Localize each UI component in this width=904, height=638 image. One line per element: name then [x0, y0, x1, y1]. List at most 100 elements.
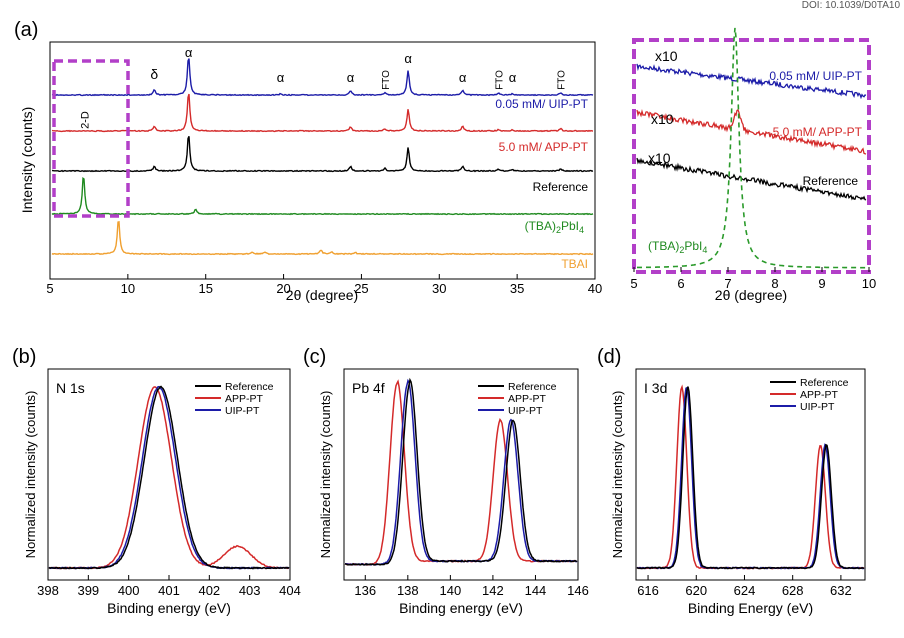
panel-letter-b: (b) — [12, 346, 36, 368]
x-axis-label: Binding energy (eV) — [399, 600, 523, 616]
x-tick-label: 40 — [588, 281, 602, 296]
series-line — [636, 157, 867, 201]
inset-frame — [632, 38, 871, 274]
series-line — [637, 27, 866, 269]
legend-label: UIP-PT — [225, 405, 260, 417]
xps-n1s-plot: 398 399 400 401 402 403 404 N 1s ReferenceAPP-PT… — [23, 368, 301, 616]
x-axis-label: Binding energy (eV) — [107, 600, 231, 616]
series-label-reference: Reference — [533, 180, 589, 194]
x-axis-label: Binding Energy (eV) — [688, 600, 813, 616]
plot-frame — [635, 368, 866, 581]
xrd-inset-plot: 5 6 7 8 9 10 x10 x10 x10 0.05 mM/ UIP-PT 5.0 … — [630, 27, 876, 303]
x-tick-label: 403 — [239, 583, 261, 598]
highlight-2d-box — [52, 59, 130, 218]
series-label-uip: 0.05 mM/ UIP-PT — [495, 97, 588, 111]
peak-annotation: α — [185, 45, 193, 60]
peak-annotation: α — [459, 70, 467, 85]
x-tick-label: 398 — [37, 583, 59, 598]
x-tick-label: 399 — [77, 583, 99, 598]
plot-frame — [49, 41, 596, 280]
x-tick-label: 35 — [510, 281, 524, 296]
x-tick-label: 628 — [782, 583, 804, 598]
inset-label-reference: Reference — [803, 174, 859, 188]
peak-annotation: FTO — [494, 70, 505, 90]
series-line — [636, 386, 865, 570]
x-tick-label: 402 — [198, 583, 220, 598]
x-tick-label: 146 — [567, 583, 589, 598]
x-tick-label: 8 — [771, 276, 778, 291]
series-line — [51, 136, 594, 173]
y-axis-label: Normalized intensity (counts) — [318, 391, 333, 559]
series-line — [51, 58, 594, 97]
panel-letter-c: (c) — [303, 346, 326, 368]
series-line — [48, 385, 290, 570]
x-tick-label: 5 — [46, 281, 53, 296]
series-line — [51, 177, 594, 216]
legend-label: UIP-PT — [800, 401, 835, 413]
x-axis-label: 2θ (degree) — [286, 287, 358, 303]
x-tick-label: 140 — [440, 583, 462, 598]
series-line — [51, 93, 594, 133]
series-line — [636, 108, 867, 155]
peak-annotation: α — [277, 70, 285, 85]
x-tick-label: 616 — [637, 583, 659, 598]
peak-annotation: FTO — [557, 70, 568, 90]
scale-label-reference: x10 — [648, 150, 671, 166]
inset-x-axis-label: 2θ (degree) — [715, 287, 787, 303]
series-label-tba2pbi4: (TBA)2PbI4 — [525, 219, 584, 235]
plot-frame — [343, 368, 579, 581]
peak-annotation: α — [404, 51, 412, 66]
scale-label-uip: x10 — [655, 48, 678, 64]
legend-label: UIP-PT — [508, 405, 543, 417]
xrd-main-plot: 5 10 15 20 25 30 35 40 δ α α α FTO α α FTO α FTO 2-D 0.05… — [19, 41, 602, 303]
xps-pb4f-plot: 136 138 140 142 144 146 Pb 4f ReferenceAPP-PTUI… — [318, 368, 589, 616]
legend-label: APP-PT — [225, 393, 264, 405]
panel-title: Pb 4f — [352, 380, 385, 396]
panel-title: I 3d — [644, 380, 667, 396]
peak-annotation: α — [509, 70, 517, 85]
peak-annotation: 2-D — [79, 111, 91, 129]
x-tick-label: 404 — [279, 583, 301, 598]
x-tick-label: 624 — [734, 583, 756, 598]
series-label-tbai: TBAI — [561, 257, 588, 271]
x-tick-label: 400 — [118, 583, 140, 598]
legend-label: Reference — [800, 377, 849, 389]
panel-title: N 1s — [56, 380, 85, 396]
y-axis-label: Normalized intensity (counts) — [610, 391, 625, 559]
x-tick-label: 142 — [482, 583, 504, 598]
inset-label-tba2pbi4: (TBA)2PbI4 — [648, 239, 707, 255]
doi-label: DOI: 10.1039/D0TA10 — [801, 0, 900, 11]
legend-label: Reference — [508, 381, 557, 393]
inset-label-uip: 0.05 mM/ UIP-PT — [769, 69, 862, 83]
x-tick-label: 401 — [158, 583, 180, 598]
series-label-app: 5.0 mM/ APP-PT — [499, 140, 589, 154]
x-tick-label: 632 — [830, 583, 852, 598]
x-tick-label: 136 — [354, 583, 376, 598]
x-tick-label: 10 — [121, 281, 135, 296]
y-axis-label: Intensity (counts) — [19, 107, 35, 214]
x-tick-label: 9 — [818, 276, 825, 291]
series-line — [51, 221, 594, 256]
legend-label: APP-PT — [800, 389, 839, 401]
x-tick-label: 6 — [677, 276, 684, 291]
inset-label-app: 5.0 mM/ APP-PT — [773, 125, 863, 139]
panel-letter-a: (a) — [14, 19, 38, 41]
peak-annotation: δ — [150, 66, 158, 82]
x-tick-label: 144 — [525, 583, 547, 598]
x-tick-label: 30 — [432, 281, 446, 296]
panel-letter-d: (d) — [597, 346, 621, 368]
x-tick-label: 15 — [198, 281, 212, 296]
x-tick-label: 25 — [354, 281, 368, 296]
x-tick-label: 10 — [862, 276, 876, 291]
xps-i3d-plot: 616 620 624 628 632 I 3d ReferenceAPP-PTUIP-PT… — [610, 368, 866, 616]
x-tick-label: 620 — [685, 583, 707, 598]
peak-annotation: α — [347, 70, 355, 85]
scale-label-app: x10 — [651, 111, 674, 127]
legend-label: APP-PT — [508, 393, 547, 405]
x-tick-label: 138 — [397, 583, 419, 598]
x-tick-label: 7 — [724, 276, 731, 291]
x-tick-label: 20 — [276, 281, 290, 296]
y-axis-label: Normalized intensity (counts) — [23, 391, 38, 559]
series-line — [344, 377, 578, 566]
